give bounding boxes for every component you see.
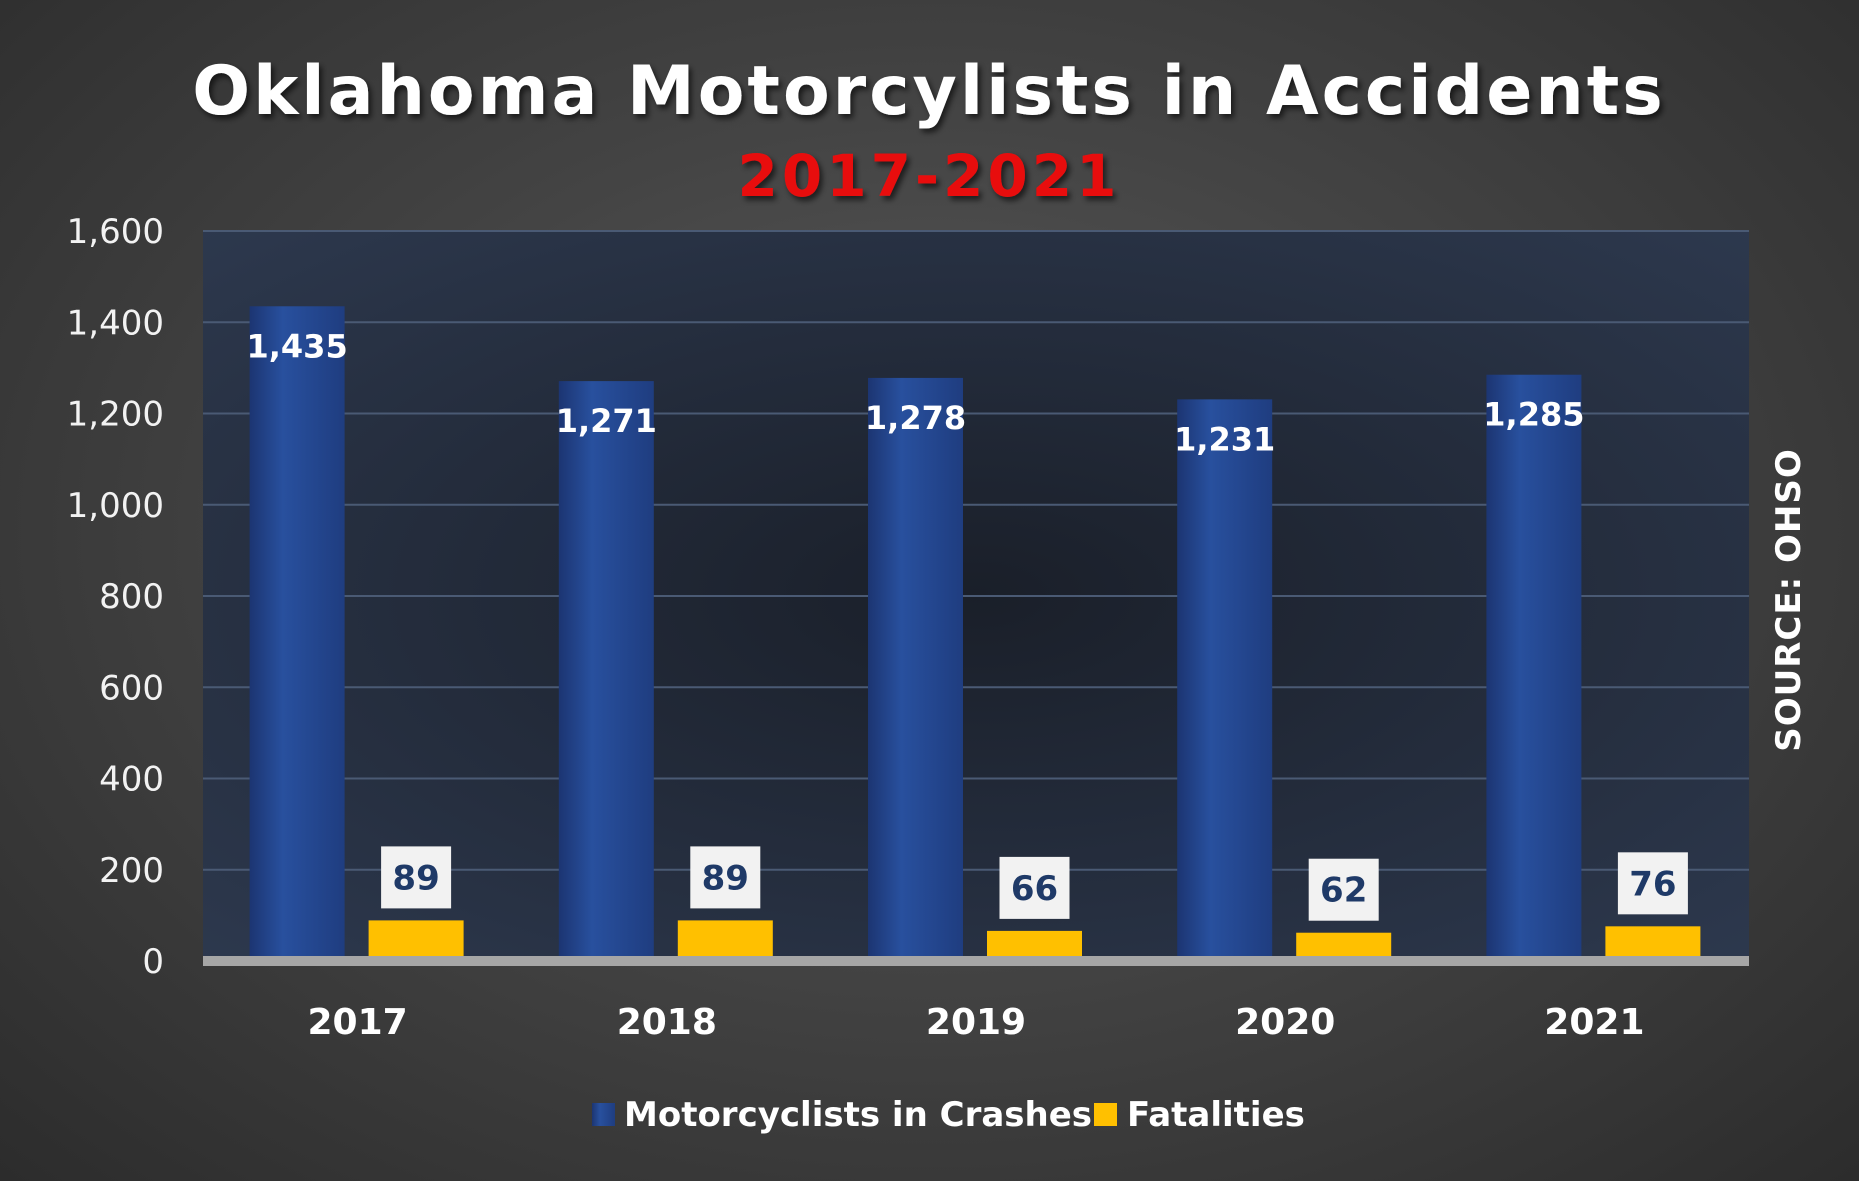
data-label-crashes: 1,231 bbox=[1174, 420, 1275, 458]
y-axis: 0 200 400 600 800 1,000 1,200 1,400 1,600 bbox=[67, 212, 164, 982]
x-axis-baseline bbox=[203, 956, 1749, 966]
legend-swatch-crashes bbox=[592, 1103, 615, 1126]
bars: 1,435 89 1,271 89 1,278 66 1,231 62 1,285 76 bbox=[246, 306, 1701, 962]
y-tick-label: 400 bbox=[99, 760, 164, 800]
data-label-box-fatalities bbox=[690, 846, 761, 909]
data-label-fatalities: 62 bbox=[1320, 871, 1367, 911]
data-label-crashes: 1,285 bbox=[1483, 396, 1584, 434]
source-label: SOURCE: OHSO bbox=[1769, 448, 1809, 752]
data-label-box-fatalities bbox=[1617, 852, 1688, 915]
x-axis: 2017 2018 2019 2020 2021 bbox=[307, 1002, 1644, 1043]
data-label-fatalities: 89 bbox=[392, 858, 439, 898]
bar-motorcyclists-in-crashes bbox=[1177, 399, 1273, 961]
bar-fatalities bbox=[1605, 926, 1701, 961]
bar-motorcyclists-in-crashes bbox=[558, 381, 654, 961]
y-tick-label: 1,600 bbox=[67, 212, 164, 252]
bar-motorcyclists-in-crashes bbox=[868, 377, 963, 962]
bar-motorcyclists-in-crashes bbox=[1486, 374, 1582, 961]
y-tick-label: 800 bbox=[99, 577, 164, 617]
y-tick-label: 200 bbox=[99, 851, 164, 891]
x-tick-label: 2019 bbox=[926, 1002, 1026, 1043]
gridlines bbox=[203, 230, 1749, 871]
legend-swatch-fatalities bbox=[1094, 1103, 1117, 1126]
x-tick-label: 2018 bbox=[617, 1002, 717, 1043]
y-tick-label: 0 bbox=[142, 942, 164, 982]
chart-title: Oklahoma Motorcylists in Accidents bbox=[192, 52, 1665, 131]
x-tick-label: 2017 bbox=[307, 1002, 407, 1043]
data-label-box-fatalities bbox=[381, 846, 452, 909]
legend-label-fatalities: Fatalities bbox=[1127, 1095, 1305, 1135]
data-label-fatalities: 66 bbox=[1011, 869, 1058, 909]
data-label-crashes: 1,278 bbox=[865, 399, 966, 437]
bar-motorcyclists-in-crashes bbox=[249, 306, 345, 961]
bar-fatalities bbox=[677, 920, 773, 961]
legend-label-crashes: Motorcyclists in Crashes bbox=[624, 1095, 1092, 1135]
bar-fatalities bbox=[368, 920, 464, 961]
data-label-crashes: 1,271 bbox=[556, 402, 657, 440]
x-tick-label: 2020 bbox=[1235, 1002, 1335, 1043]
data-label-box-fatalities bbox=[1308, 858, 1379, 921]
y-tick-label: 1,400 bbox=[67, 303, 164, 343]
chart-subtitle: 2017-2021 bbox=[738, 142, 1121, 210]
y-tick-label: 1,000 bbox=[67, 486, 164, 526]
data-label-fatalities: 76 bbox=[1629, 864, 1676, 904]
x-tick-label: 2021 bbox=[1544, 1002, 1644, 1043]
data-label-box-fatalities bbox=[999, 856, 1070, 919]
y-tick-label: 1,200 bbox=[67, 395, 164, 435]
legend: Motorcyclists in Crashes Fatalities bbox=[592, 1095, 1305, 1135]
bar-fatalities bbox=[987, 930, 1082, 961]
data-label-crashes: 1,435 bbox=[246, 327, 347, 365]
data-label-fatalities: 89 bbox=[702, 858, 749, 898]
y-tick-label: 600 bbox=[99, 668, 164, 708]
